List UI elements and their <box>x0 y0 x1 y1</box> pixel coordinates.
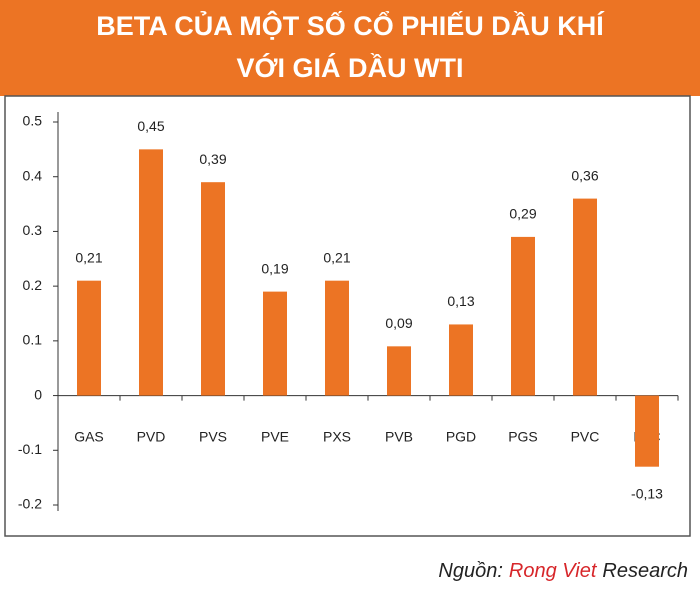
data-label: 0,29 <box>509 206 536 222</box>
source-suffix: Research <box>602 560 688 582</box>
header-band <box>0 0 700 96</box>
bar <box>387 346 411 396</box>
y-tick-label: 0.3 <box>23 222 43 238</box>
data-label: 0,39 <box>199 151 226 167</box>
data-label: 0,45 <box>137 118 164 134</box>
x-tick-label: PVB <box>385 428 413 444</box>
data-label: 0,19 <box>261 260 288 276</box>
data-label: 0,36 <box>571 167 598 183</box>
y-tick-label: 0.1 <box>23 332 43 348</box>
x-tick-label: PVS <box>199 428 227 444</box>
source: Nguồn: Rong Viet Research <box>438 560 688 582</box>
bar <box>139 149 163 396</box>
x-tick-label: PVE <box>261 428 289 444</box>
x-tick-label: PGS <box>508 428 538 444</box>
chart-title: BETA CỦA MỘT SỐ CỔ PHIẾU DẦU KHÍ <box>96 9 605 41</box>
y-tick-label: 0 <box>34 386 42 402</box>
x-tick-label: PVD <box>137 428 166 444</box>
chart-title: VỚI GIÁ DẦU WTI <box>236 52 463 83</box>
y-tick-label: 0.2 <box>23 277 43 293</box>
source-label: Nguồn: <box>438 560 503 582</box>
y-tick-label: 0.5 <box>23 113 43 129</box>
y-tick-label: -0.1 <box>18 441 42 457</box>
bar <box>449 324 473 396</box>
bar <box>573 198 597 396</box>
x-tick-label: PXS <box>323 428 351 444</box>
source-brand: Rong Viet <box>509 560 598 582</box>
bar <box>635 395 659 467</box>
y-tick-label: -0.2 <box>18 496 42 512</box>
data-label: 0,09 <box>385 315 412 331</box>
x-tick-label: GAS <box>74 428 104 444</box>
bar <box>77 280 101 396</box>
data-label: -0,13 <box>631 485 663 501</box>
data-label: 0,21 <box>323 249 350 265</box>
data-label: 0,21 <box>75 249 102 265</box>
bar <box>201 182 225 396</box>
bar <box>263 291 287 396</box>
chart-frame <box>4 95 691 537</box>
x-tick-label: PVC <box>571 428 600 444</box>
bar <box>325 280 349 396</box>
bar <box>511 236 535 396</box>
x-tick-label: PGD <box>446 428 476 444</box>
data-label: 0,13 <box>447 293 474 309</box>
y-tick-label: 0.4 <box>23 167 43 183</box>
